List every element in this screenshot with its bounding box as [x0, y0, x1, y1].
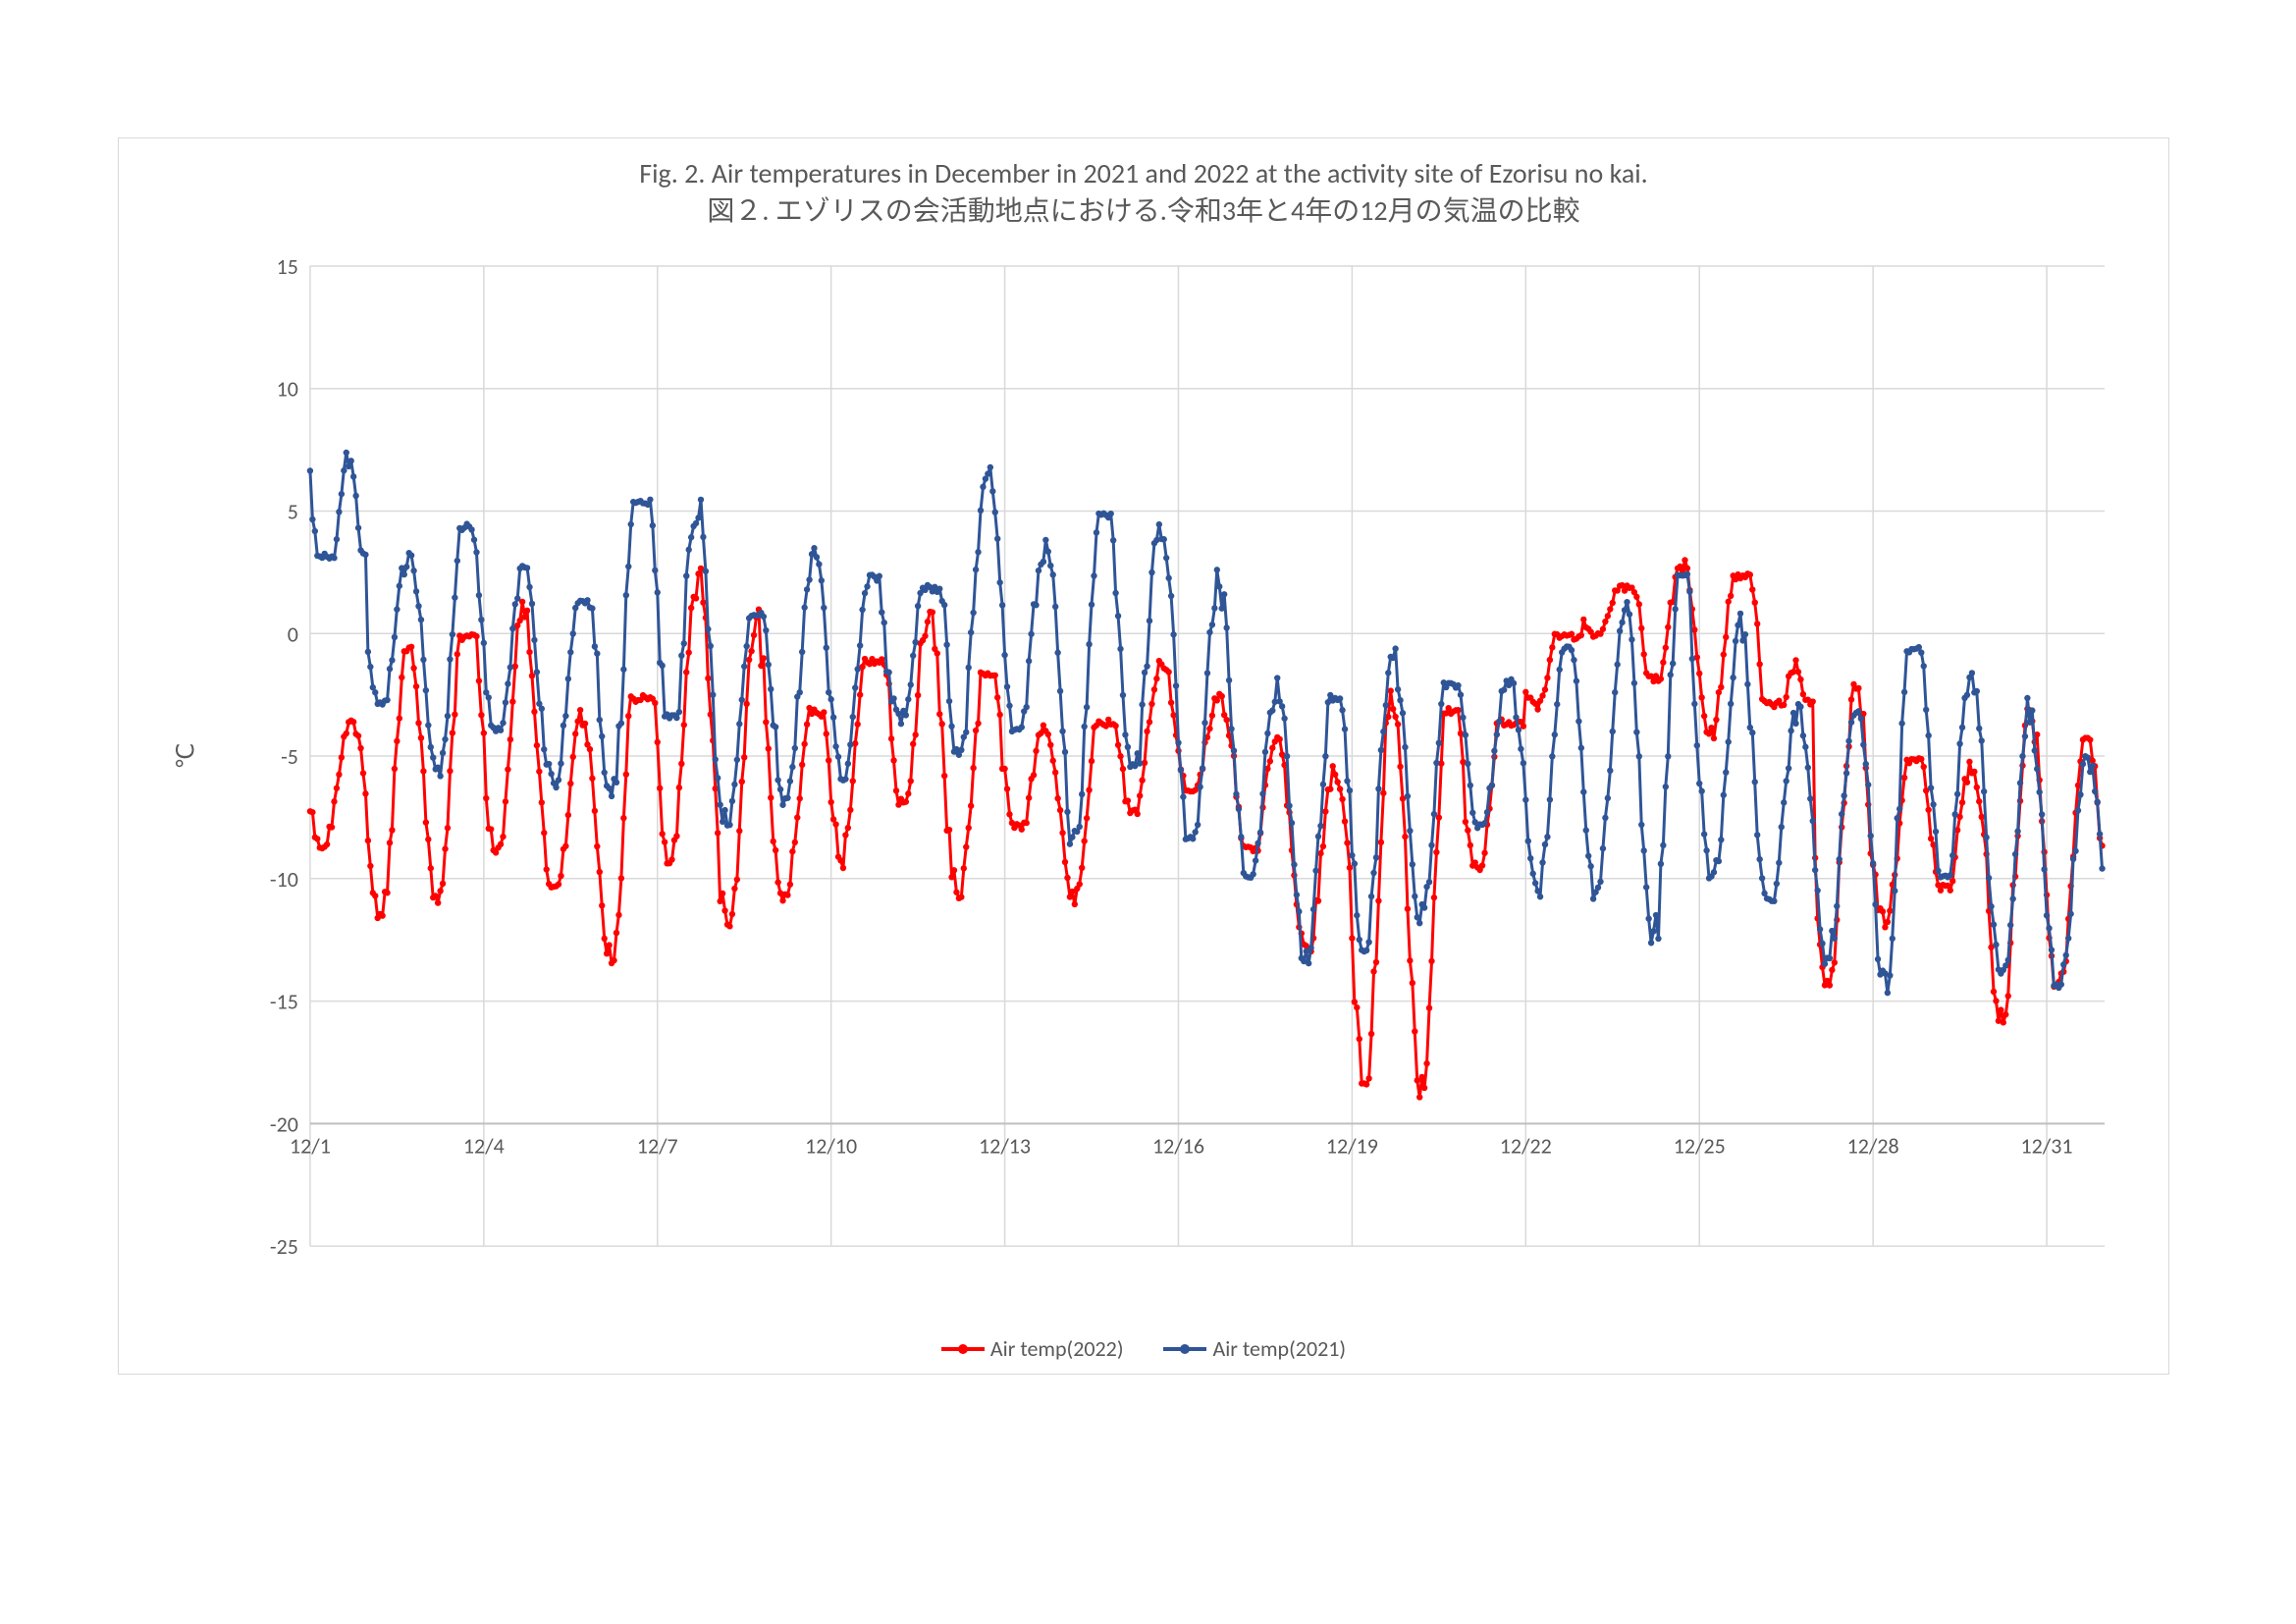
svg-text:12/16: 12/16	[1152, 1132, 1204, 1159]
legend-item-2021: Air temp(2021)	[1163, 1335, 1346, 1362]
plot-area: -25-20-15-10-505101512/112/412/712/1012/…	[241, 256, 2124, 1295]
svg-text:-10: -10	[270, 866, 298, 893]
svg-text:12/13: 12/13	[979, 1132, 1031, 1159]
svg-text:12/10: 12/10	[805, 1132, 857, 1159]
svg-text:-5: -5	[281, 743, 298, 770]
svg-text:15: 15	[277, 256, 298, 280]
svg-text:12/25: 12/25	[1674, 1132, 1726, 1159]
svg-text:12/19: 12/19	[1326, 1132, 1378, 1159]
legend-item-2022: Air temp(2022)	[941, 1335, 1124, 1362]
svg-text:-25: -25	[270, 1233, 298, 1260]
page: Fig. 2. Air temperatures in December in …	[0, 0, 2296, 1624]
svg-text:10: 10	[277, 376, 298, 403]
svg-text:5: 5	[288, 499, 298, 525]
svg-text:-15: -15	[270, 989, 298, 1015]
svg-text:12/28: 12/28	[1847, 1132, 1899, 1159]
svg-text:12/22: 12/22	[1500, 1132, 1552, 1159]
chart-title-jp: 図２. エゾリスの会活動地点における.令和3年と4年の12月の気温の比較	[119, 191, 2168, 230]
svg-text:0: 0	[288, 621, 298, 647]
legend: Air temp(2022) Air temp(2021)	[119, 1335, 2168, 1363]
y-axis-label: ℃	[172, 743, 200, 770]
legend-swatch-2022	[941, 1342, 985, 1356]
chart-frame: Fig. 2. Air temperatures in December in …	[118, 137, 2169, 1375]
legend-label-2022: Air temp(2022)	[990, 1335, 1124, 1362]
legend-swatch-2021	[1163, 1342, 1206, 1356]
chart-title-block: Fig. 2. Air temperatures in December in …	[119, 138, 2168, 231]
svg-text:12/4: 12/4	[463, 1132, 505, 1159]
svg-text:12/1: 12/1	[290, 1132, 331, 1159]
chart-title-en: Fig. 2. Air temperatures in December in …	[119, 156, 2168, 191]
legend-label-2021: Air temp(2021)	[1212, 1335, 1346, 1362]
svg-text:12/31: 12/31	[2021, 1132, 2073, 1159]
chart-svg: -25-20-15-10-505101512/112/412/712/1012/…	[241, 256, 2124, 1295]
svg-text:12/7: 12/7	[637, 1132, 678, 1159]
